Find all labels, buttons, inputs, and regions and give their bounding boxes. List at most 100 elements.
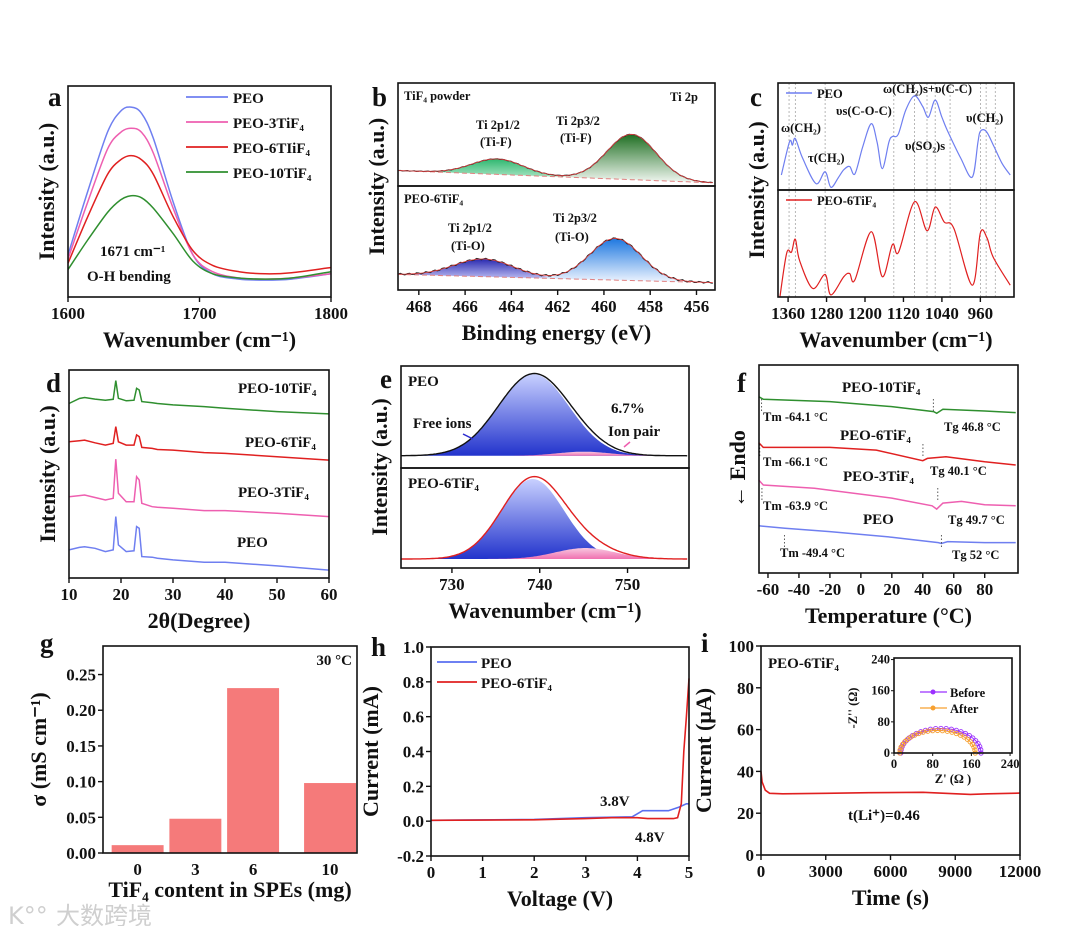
annotation: Tm -63.9 °C [763, 499, 828, 513]
y-tick-label: 0.05 [66, 808, 96, 827]
x-axis-label: Wavenumber (cm⁻¹) [103, 327, 296, 352]
x-tick-label: 458 [637, 297, 663, 316]
y-tick-label: 0.25 [66, 666, 96, 685]
y-axis-label: σ (mS cm⁻¹) [26, 692, 51, 806]
legend-label: PEO [817, 87, 843, 101]
x-tick-label: 464 [499, 297, 525, 316]
annotation: Tg 52 °C [952, 548, 999, 562]
annotation: t(Li⁺)=0.46 [848, 808, 920, 824]
peak-component-fill [398, 238, 713, 283]
x-tick-label: 468 [406, 297, 432, 316]
annotation: O-H bending [87, 269, 171, 285]
y-axis-label: Intensity (a.u.) [34, 123, 59, 261]
legend-label: PEO-10TiF₄ [233, 166, 312, 182]
annotation: ω(CH₂)s+υ(C-C) [883, 82, 972, 96]
subplot-frame [400, 467, 690, 569]
arrow-icon [623, 441, 631, 448]
y-axis-label: Intensity (a.u.) [364, 118, 389, 256]
series-line [779, 201, 1011, 298]
background-line [398, 170, 713, 184]
x-tick-label: 460 [591, 297, 617, 316]
annotation: Tm -49.4 °C [780, 546, 845, 560]
x-tick-label: 160 [962, 757, 981, 771]
nyquist-marker [929, 727, 936, 734]
nyquist-marker [969, 741, 976, 748]
series-label: PEO-10TiF₄ [842, 380, 921, 396]
x-tick-label: 30 [165, 585, 182, 604]
x-tick-label: 80 [926, 757, 939, 771]
subplot-label: PEO [408, 374, 439, 390]
series-line [780, 95, 1011, 188]
nyquist-inset: Before After 0 80 160 240 0 80 160 240 Z' (Ω ) -Z''… [846, 653, 1019, 786]
series-label: PEO [863, 512, 894, 528]
nyquist-marker [939, 727, 946, 734]
x-tick-label: 60 [945, 580, 962, 599]
x-tick-label: 1700 [183, 304, 217, 323]
annotation: υ(CH₂) [966, 111, 1003, 125]
annotation: Ion pair [608, 424, 660, 440]
panel-letter: c [750, 82, 762, 112]
nyquist-line [899, 729, 976, 754]
series-line-1 [68, 426, 330, 461]
fit-line [397, 133, 713, 183]
y-axis-label: Intensity (a.u.) [35, 405, 60, 543]
annotation: (Ti-F) [480, 135, 512, 149]
annotation: Ti 2p1/2 [448, 221, 492, 235]
x-tick-label: 1280 [810, 304, 844, 323]
legend-label: PEO-6TiF₄ [481, 676, 552, 692]
annotation: (Ti-F) [560, 131, 592, 145]
annotation: Tm -66.1 °C [763, 455, 828, 469]
annotation: 30 °C [316, 653, 352, 669]
panel-a: a PEO PEO-3TiF₄ PEO-6TIiF₄ PEO-10TiF₄ 1671 cm… [34, 82, 348, 352]
y-tick-label: -0.2 [397, 847, 424, 866]
x-tick-label: 5 [685, 863, 694, 882]
x-tick-label: 456 [684, 297, 710, 316]
x-tick-label: 12000 [999, 862, 1042, 881]
dsc-curve [758, 479, 1016, 511]
y-tick-label: 60 [737, 721, 754, 740]
y-tick-label: 0.0 [403, 812, 424, 831]
panel-letter: e [380, 364, 392, 394]
series-line-1 [430, 678, 690, 822]
bar [227, 688, 280, 853]
x-tick-label: -20 [819, 580, 842, 599]
subplot-label: PEO-6TiF₄ [408, 476, 479, 492]
x-axis-label: Time (s) [852, 885, 929, 910]
series-line-3 [67, 194, 332, 280]
legend-label: PEO [233, 91, 264, 107]
y-tick-label: 100 [729, 637, 755, 656]
nyquist-marker [934, 727, 941, 734]
plot-frame [430, 646, 690, 857]
y-tick-label: 0.8 [403, 673, 424, 692]
panel-letter: g [40, 628, 54, 658]
envelope-line [401, 372, 688, 457]
x-tick-label: 740 [527, 575, 553, 594]
series-label: PEO-6TiF₄ [245, 435, 316, 451]
plot-frame [102, 645, 358, 854]
x-axis-label: Binding energy (eV) [462, 320, 651, 345]
dsc-curve [758, 395, 1016, 415]
envelope-line [401, 475, 688, 560]
series-line-0 [67, 106, 332, 281]
annotation: υs(C-O-C) [836, 104, 892, 118]
current-line [760, 771, 1021, 796]
x-tick-label: 960 [968, 304, 994, 323]
y-tick-label: 0.00 [66, 844, 96, 863]
x-tick-label: 3000 [809, 862, 843, 881]
nyquist-marker [898, 744, 904, 750]
y-tick-label: 1.0 [403, 638, 424, 657]
x-tick-label: 20 [113, 585, 130, 604]
nyquist-marker [970, 735, 976, 741]
x-tick-label: 0 [133, 860, 142, 879]
y-tick-label: 0.6 [403, 708, 424, 727]
plot-frame [758, 364, 1019, 574]
x-tick-label: 4 [633, 863, 642, 882]
x-tick-label: 1360 [771, 304, 805, 323]
series-line-2 [68, 459, 330, 518]
x-tick-label: 730 [439, 575, 465, 594]
peak-component-fill [398, 259, 713, 283]
subplot-label: TiF₄ powder [404, 89, 471, 103]
x-tick-label: 50 [269, 585, 286, 604]
